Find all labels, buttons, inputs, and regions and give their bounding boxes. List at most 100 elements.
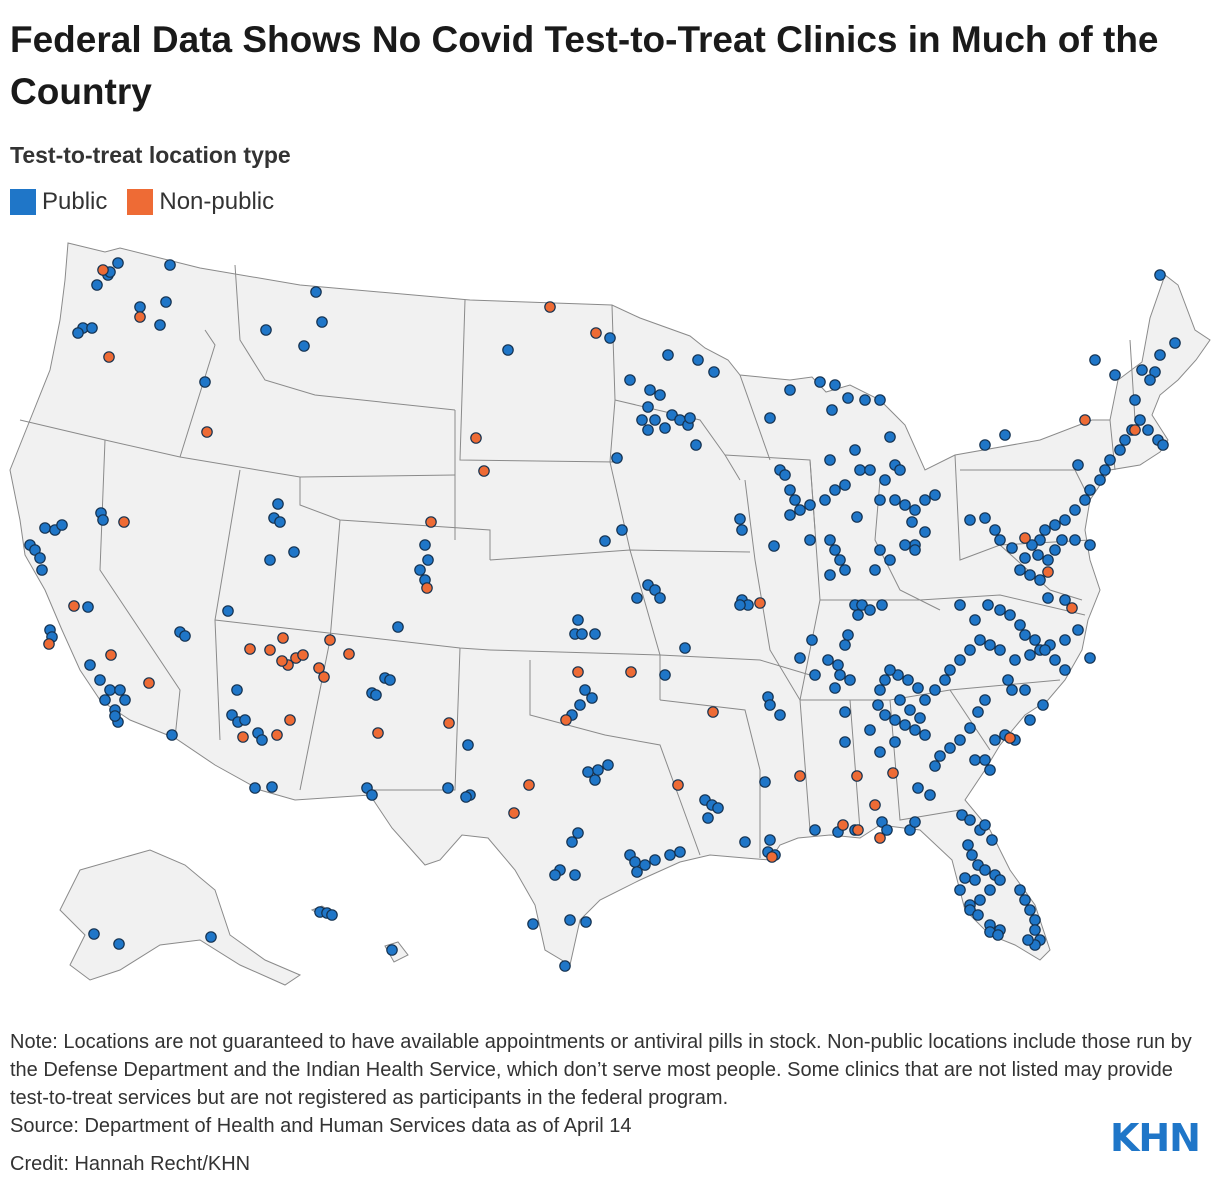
public-location-dot (629, 856, 641, 868)
public-location-dot (1039, 524, 1051, 536)
public-location-dot (266, 781, 278, 793)
public-location-dot (616, 524, 628, 536)
public-location-dot (636, 414, 648, 426)
non-public-location-dot (544, 301, 556, 313)
public-location-dot (962, 839, 974, 851)
public-location-dot (104, 684, 116, 696)
public-location-dot (574, 699, 586, 711)
public-location-dot (839, 479, 851, 491)
public-location-dot (834, 554, 846, 566)
public-location-dot (1032, 549, 1044, 561)
public-location-dot (1026, 539, 1038, 551)
public-location-dot (654, 389, 666, 401)
public-location-dot (824, 534, 836, 546)
non-public-location-dot (318, 671, 330, 683)
public-location-dot (1109, 369, 1121, 381)
public-location-dot (739, 836, 751, 848)
non-public-location-dot (343, 648, 355, 660)
public-location-dot (872, 699, 884, 711)
public-location-dot (154, 319, 166, 331)
legend: Public Non-public (10, 188, 294, 216)
public-location-dot (264, 554, 276, 566)
non-public-location-dot (1019, 532, 1031, 544)
public-location-dot (824, 569, 836, 581)
public-location-dot (984, 884, 996, 896)
public-location-dot (899, 719, 911, 731)
public-location-dot (832, 659, 844, 671)
public-location-dot (579, 684, 591, 696)
public-location-dot (256, 734, 268, 746)
public-location-dot (874, 394, 886, 406)
public-location-dot (906, 516, 918, 528)
non-public-location-dot (284, 714, 296, 726)
public-location-dot (919, 494, 931, 506)
public-location-dot (894, 464, 906, 476)
non-public-location-dot (837, 819, 849, 831)
public-location-dot (366, 789, 378, 801)
public-location-dot (869, 564, 881, 576)
public-location-dot (954, 654, 966, 666)
public-location-dot (1024, 569, 1036, 581)
non-public-location-dot (869, 799, 881, 811)
public-location-dot (72, 327, 84, 339)
public-location-dot (94, 674, 106, 686)
public-location-dot (392, 621, 404, 633)
non-public-location-dot (1004, 732, 1016, 744)
public-location-dot (1104, 454, 1116, 466)
non-public-location-dot (1042, 566, 1054, 578)
public-location-dot (899, 499, 911, 511)
public-location-dot (109, 710, 121, 722)
public-location-dot (1019, 894, 1031, 906)
non-public-location-dots (43, 264, 1141, 863)
public-location-dot (884, 431, 896, 443)
legend-item-non-public: Non-public (127, 188, 274, 216)
non-public-location-dot (277, 632, 289, 644)
public-location-dot (1059, 664, 1071, 676)
public-location-dot (370, 689, 382, 701)
public-location-dot (972, 706, 984, 718)
public-location-dot (684, 412, 696, 424)
public-location-dot (912, 682, 924, 694)
public-location-dot (644, 384, 656, 396)
legend-swatch-non-public (127, 189, 154, 215)
public-location-dot (1049, 654, 1061, 666)
public-location-dot (929, 684, 941, 696)
public-location-dot (768, 540, 780, 552)
public-location-dot (764, 699, 776, 711)
public-location-dot (919, 694, 931, 706)
public-location-dot (929, 489, 941, 501)
public-location-dot (1002, 674, 1014, 686)
non-public-location-dot (766, 851, 778, 863)
public-location-dot (834, 669, 846, 681)
public-location-dot (809, 669, 821, 681)
public-location-dot (764, 834, 776, 846)
public-location-dot (879, 674, 891, 686)
public-location-dot (1006, 542, 1018, 554)
public-location-dot (994, 644, 1006, 656)
public-location-dot (599, 535, 611, 547)
non-public-location-dot (425, 516, 437, 528)
public-location-dot (298, 340, 310, 352)
public-location-dot (1136, 364, 1148, 376)
non-public-location-dot (372, 727, 384, 739)
public-location-dot (88, 928, 100, 940)
public-location-dot (160, 296, 172, 308)
public-location-dot (909, 504, 921, 516)
public-location-dot (549, 869, 561, 881)
public-location-dot (674, 846, 686, 858)
public-location-dot (784, 484, 796, 496)
non-public-location-dot (470, 432, 482, 444)
public-location-dot (966, 849, 978, 861)
non-public-location-dot (297, 649, 309, 661)
non-public-location-dot (1079, 414, 1091, 426)
public-location-dot (912, 782, 924, 794)
public-location-dot (624, 374, 636, 386)
public-location-dot (909, 724, 921, 736)
public-location-dot (1042, 592, 1054, 604)
public-location-dot (114, 684, 126, 696)
public-location-dot (702, 812, 714, 824)
non-public-location-dot (560, 714, 572, 726)
public-location-dot (794, 652, 806, 664)
public-location-dot (97, 514, 109, 526)
non-public-location-dot (887, 767, 899, 779)
